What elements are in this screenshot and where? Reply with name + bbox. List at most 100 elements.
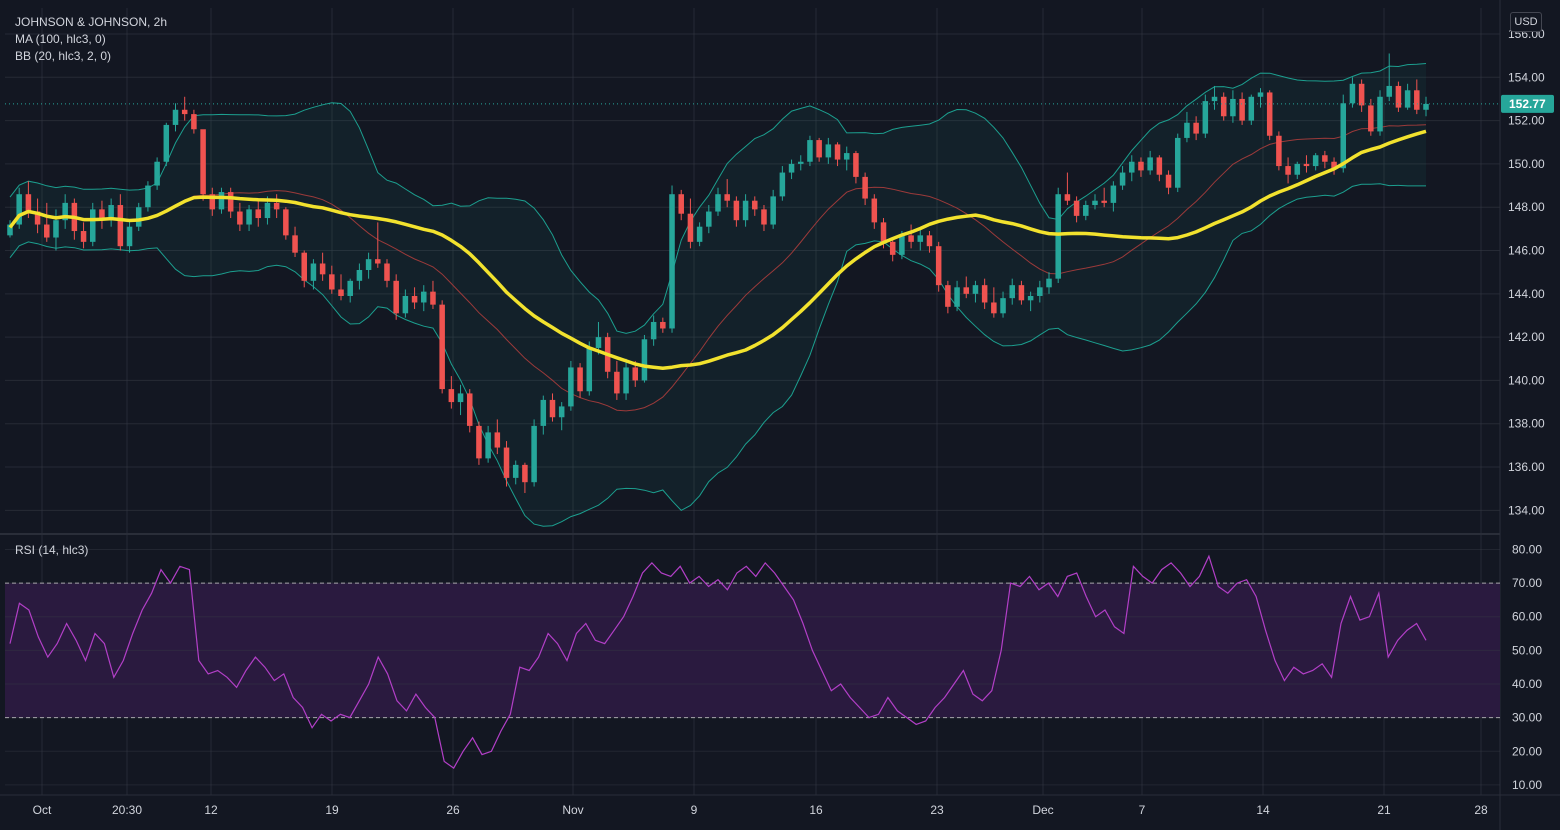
candle-body [16, 194, 22, 225]
candle-body [632, 367, 639, 381]
candle-body [402, 295, 409, 314]
price-tick-label: 152.00 [1508, 114, 1545, 128]
candle-body [365, 259, 372, 270]
candle-body [512, 464, 519, 478]
candle-body [1266, 92, 1273, 136]
candle-body [227, 192, 234, 212]
candle-body [724, 194, 730, 201]
candle-body [1018, 285, 1025, 301]
candle-body [880, 222, 887, 242]
candle-body [889, 241, 896, 255]
candle-body [779, 172, 786, 197]
candle-body [1009, 285, 1015, 299]
ma-indicator-label[interactable]: MA (100, hlc3, 0) [15, 32, 106, 46]
candle-body [145, 185, 151, 208]
candle-body [862, 176, 868, 199]
candle-body [1312, 155, 1319, 167]
candle-body [319, 263, 326, 275]
candle-body [558, 406, 565, 418]
candle-body [430, 291, 436, 305]
candle-body [1129, 161, 1135, 173]
rsi-tick-label: 30.00 [1512, 711, 1542, 725]
candle-body [1073, 200, 1080, 216]
bb-fill [10, 63, 1426, 527]
candle-body [163, 124, 170, 162]
candle-body [264, 202, 271, 219]
candle-body [301, 252, 307, 281]
candle-body [1239, 98, 1245, 121]
rsi-tick-label: 50.00 [1512, 643, 1542, 657]
candle-body [135, 207, 142, 227]
candle-body [549, 399, 556, 418]
candle-body [347, 280, 353, 296]
candle-body [1101, 200, 1107, 203]
candle-body [1165, 174, 1172, 188]
x-tick-label: Nov [562, 803, 583, 817]
candle-body [752, 200, 758, 210]
candle-body [1349, 83, 1356, 104]
candle-body [696, 226, 703, 242]
candle-body [7, 224, 13, 236]
candle-body [1386, 85, 1392, 97]
candle-body [255, 209, 262, 219]
candle-body [200, 129, 206, 195]
candle-body [1027, 295, 1034, 301]
candle-body [466, 393, 473, 426]
candle-body [1110, 185, 1117, 203]
price-legend: JOHNSON & JOHNSON, 2h MA (100, hlc3, 0) … [15, 14, 167, 65]
x-tick-label: 9 [691, 803, 698, 817]
bb-lower-band [9, 183, 1426, 527]
rsi-tick-label: 60.00 [1512, 610, 1542, 624]
x-tick-label: 7 [1139, 803, 1146, 817]
candle-body [853, 153, 859, 177]
candle-body [89, 209, 96, 242]
candle-body [126, 226, 133, 247]
candle-body [843, 153, 850, 160]
candle-body [209, 194, 216, 210]
candle-body [1037, 287, 1043, 296]
x-tick-label: 14 [1256, 803, 1270, 817]
price-tick-label: 142.00 [1508, 330, 1545, 344]
candle-body [678, 194, 684, 214]
rsi-legend: RSI (14, hlc3) [15, 542, 88, 559]
candle-body [1230, 98, 1236, 117]
price-tick-label: 140.00 [1508, 373, 1545, 387]
rsi-band-fill [5, 583, 1500, 718]
x-tick-label: Dec [1032, 803, 1053, 817]
price-tick-label: 144.00 [1508, 287, 1545, 301]
price-tick-label: 138.00 [1508, 417, 1545, 431]
candle-body [1119, 172, 1126, 186]
rsi-indicator-label[interactable]: RSI (14, hlc3) [15, 543, 89, 557]
candle-body [44, 224, 50, 238]
last-price-tag [1501, 94, 1554, 113]
ma-line [8, 129, 1427, 371]
candle-body [715, 194, 721, 212]
rsi-tick-label: 10.00 [1512, 778, 1542, 792]
candle-body [1174, 137, 1181, 188]
candle-body [1423, 103, 1429, 110]
candle-body [310, 263, 317, 281]
candle-body [660, 321, 666, 329]
candle-body [577, 367, 583, 392]
candle-body [476, 425, 482, 459]
candle-body [797, 161, 804, 164]
candle-body [1248, 96, 1255, 121]
rsi-line [9, 554, 1427, 769]
candle-body [292, 235, 298, 253]
candle-body [25, 194, 32, 212]
candle-body [981, 285, 988, 303]
candle-body [1000, 298, 1006, 314]
candle-body [283, 209, 289, 236]
candle-body [614, 371, 620, 394]
candle-body [494, 432, 501, 448]
bb-indicator-label[interactable]: BB (20, hlc3, 2, 0) [15, 49, 112, 63]
candle-body [935, 246, 942, 286]
candle-body [1147, 157, 1153, 171]
candle-body [816, 140, 822, 158]
candle-body [53, 220, 59, 238]
currency-button[interactable]: USD [1510, 12, 1542, 32]
candle-body [1220, 96, 1227, 117]
candle-body [62, 202, 68, 221]
candle-body [421, 291, 427, 303]
